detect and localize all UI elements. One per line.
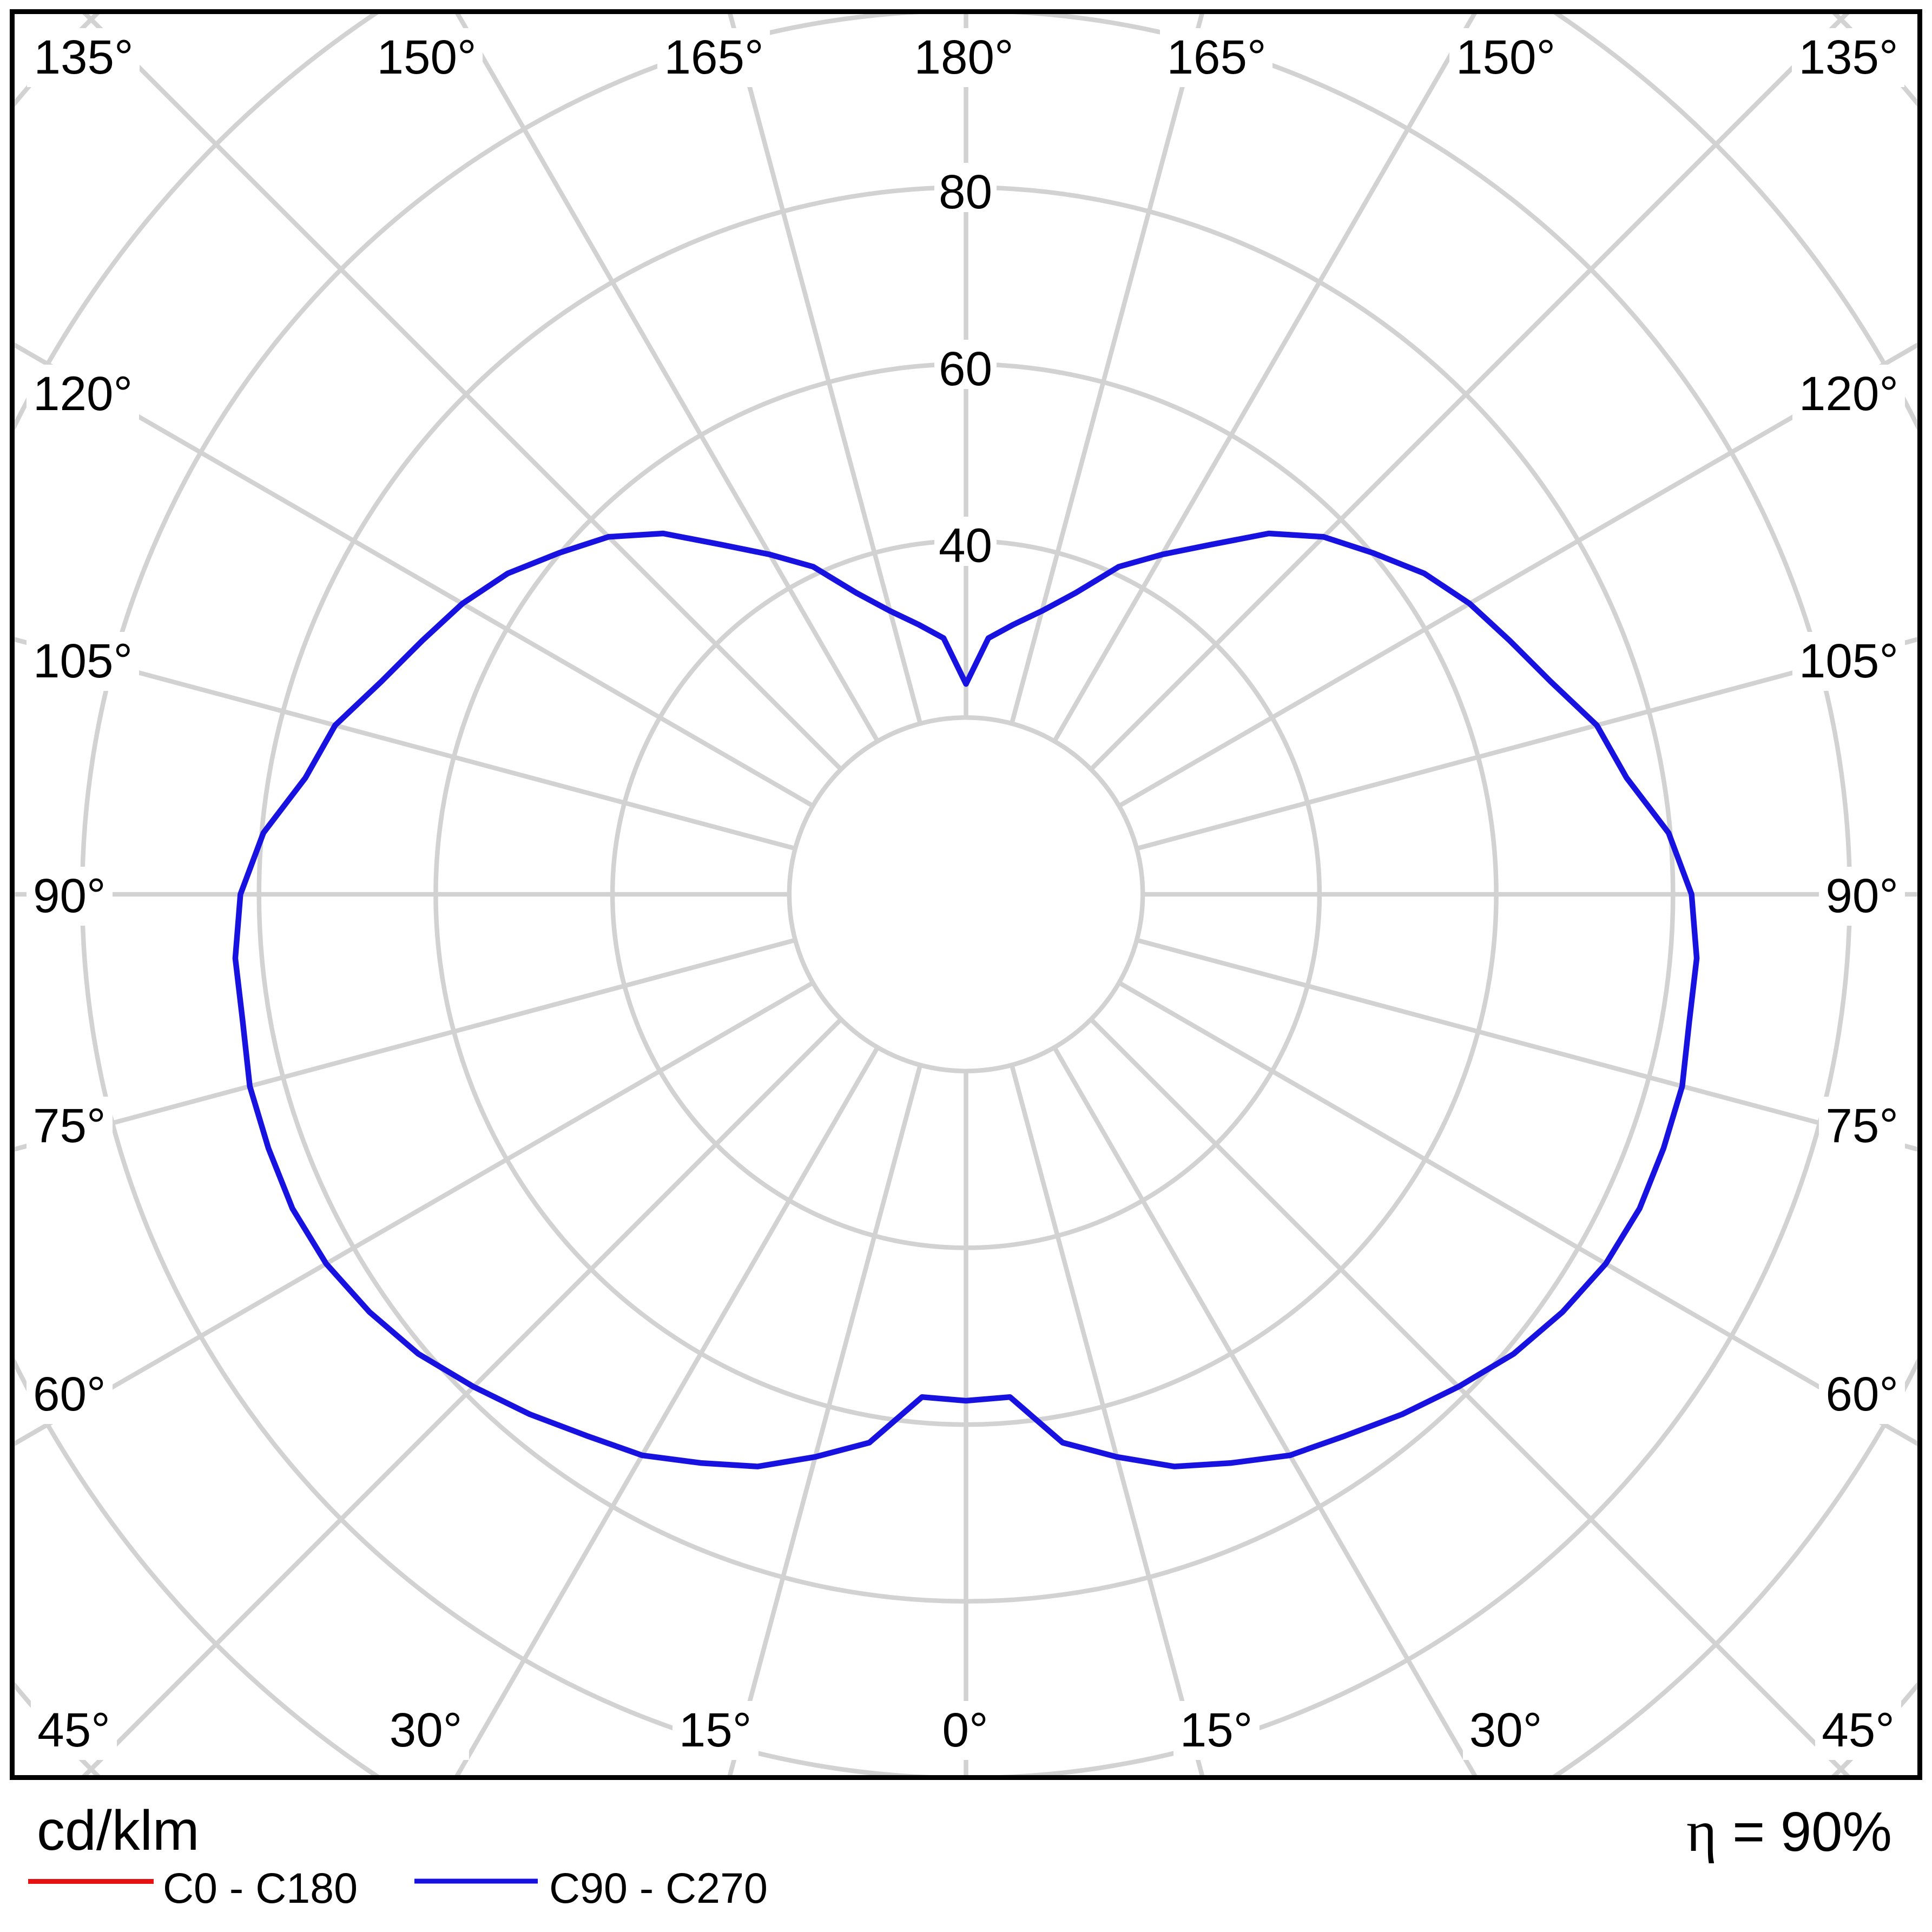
svg-text:80: 80: [939, 164, 992, 219]
svg-text:165°: 165°: [664, 30, 763, 84]
svg-text:45°: 45°: [37, 1703, 110, 1757]
svg-text:105°: 105°: [33, 634, 133, 688]
svg-text:75°: 75°: [33, 1098, 106, 1152]
svg-text:60°: 60°: [33, 1367, 106, 1421]
svg-text:90°: 90°: [33, 868, 106, 922]
svg-text:C90 - C270: C90 - C270: [549, 1864, 768, 1912]
svg-text:0°: 0°: [942, 1703, 988, 1757]
svg-text:C0 - C180: C0 - C180: [163, 1864, 358, 1912]
svg-text:150°: 150°: [1456, 30, 1555, 84]
svg-text:135°: 135°: [34, 30, 133, 84]
svg-text:60°: 60°: [1825, 1367, 1898, 1421]
svg-text:90°: 90°: [1825, 868, 1898, 922]
svg-text:45°: 45°: [1822, 1703, 1895, 1757]
svg-text:75°: 75°: [1825, 1098, 1898, 1152]
svg-text:30°: 30°: [1469, 1703, 1542, 1757]
svg-text:60: 60: [939, 341, 992, 395]
svg-text:150°: 150°: [377, 30, 476, 84]
svg-text:105°: 105°: [1799, 634, 1898, 688]
svg-text:15°: 15°: [679, 1703, 752, 1757]
svg-text:180°: 180°: [914, 30, 1013, 84]
svg-text:15°: 15°: [1180, 1703, 1253, 1757]
svg-text:η = 90%: η = 90%: [1686, 1799, 1892, 1864]
svg-text:40: 40: [939, 518, 992, 572]
svg-text:30°: 30°: [390, 1703, 463, 1757]
svg-text:cd/klm: cd/klm: [37, 1799, 199, 1862]
svg-text:120°: 120°: [33, 366, 133, 420]
svg-text:165°: 165°: [1166, 30, 1266, 84]
svg-text:135°: 135°: [1798, 30, 1898, 84]
svg-text:120°: 120°: [1799, 366, 1898, 420]
